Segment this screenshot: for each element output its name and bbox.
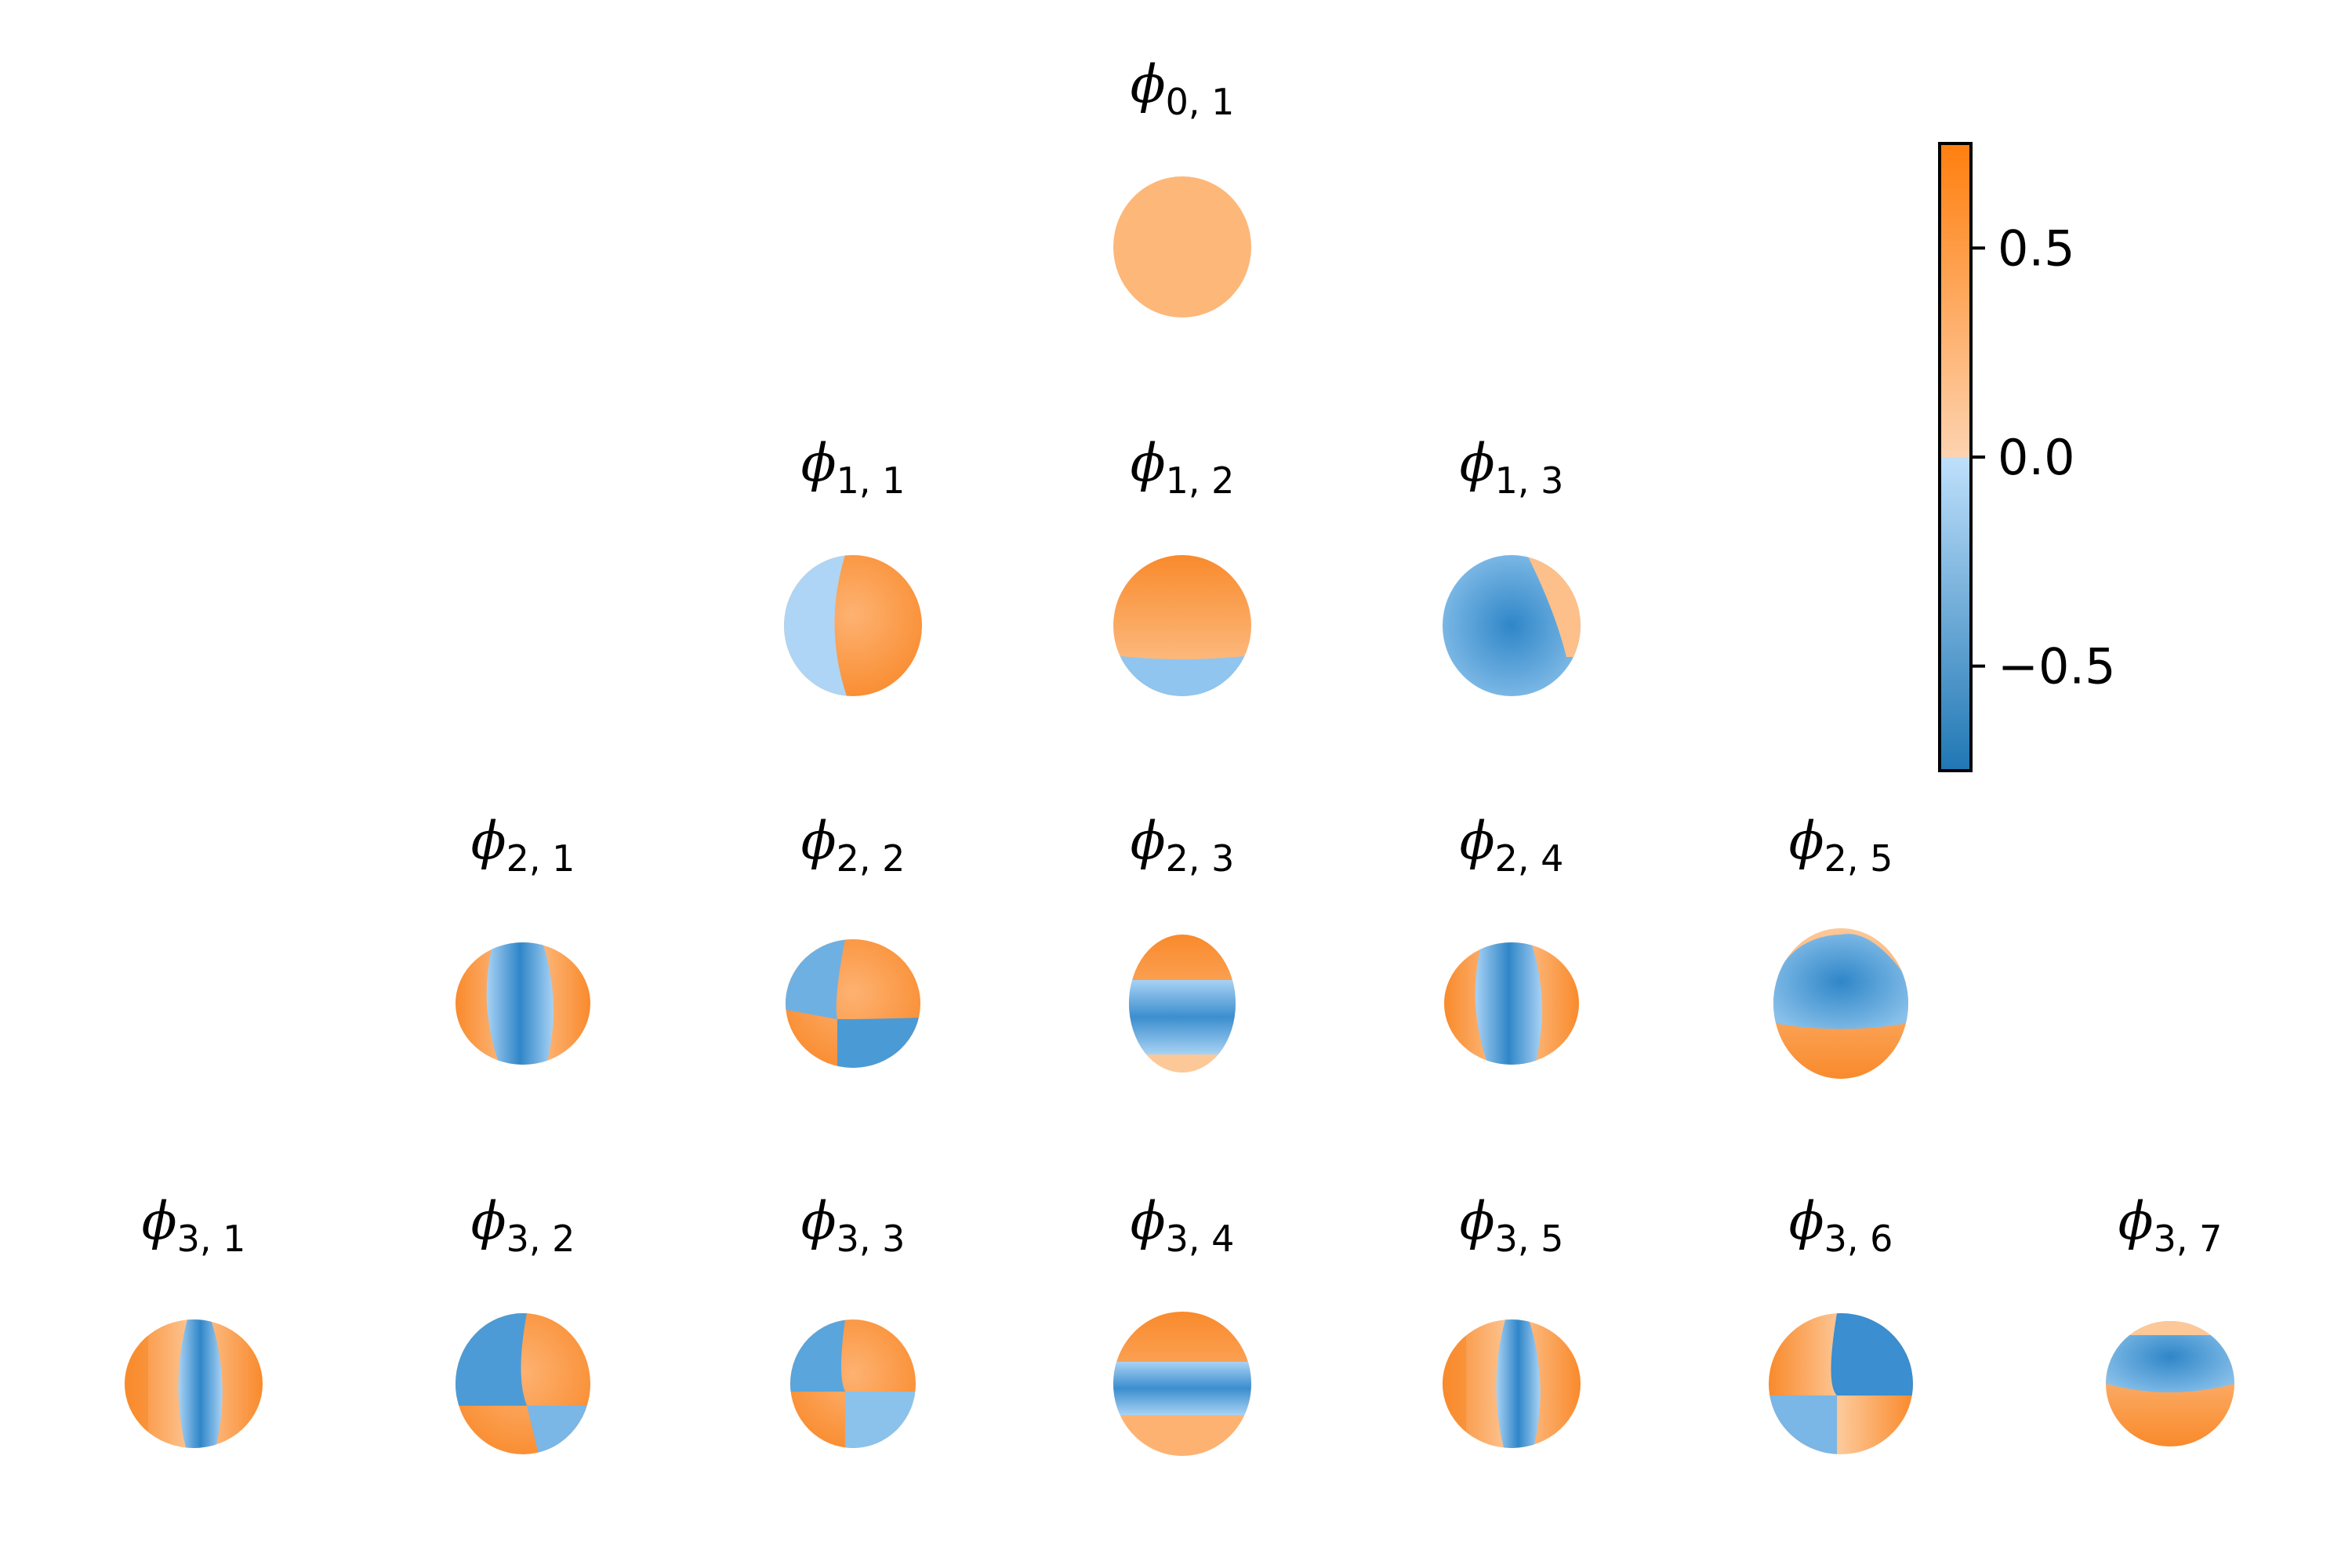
harmonic-panel: ϕ1, 1 (784, 433, 922, 696)
harmonic-panel: ϕ0, 1 (1113, 54, 1251, 318)
panel-title: ϕ2, 5 (1789, 811, 1893, 880)
colorbar-tick-label: 0.5 (1998, 220, 2075, 277)
panel-symbol: ϕ (1460, 433, 1495, 493)
harmonic-sphere (790, 1319, 916, 1448)
harmonic-sphere (1129, 935, 1236, 1073)
panel-title: ϕ3, 5 (1460, 1191, 1564, 1260)
panel-symbol: ϕ (1460, 1191, 1495, 1251)
panel-title: ϕ2, 3 (1131, 811, 1235, 880)
panel-subscript: 3, 6 (1824, 1218, 1893, 1260)
panel-subscript: 3, 7 (2154, 1218, 2223, 1260)
panel-title: ϕ3, 3 (801, 1191, 906, 1260)
panel-title: ϕ1, 3 (1460, 433, 1564, 502)
harmonic-panel: ϕ2, 1 (456, 811, 590, 1065)
panel-symbol: ϕ (1131, 1191, 1166, 1251)
panel-title: ϕ0, 1 (1131, 54, 1235, 123)
harmonic-panel: ϕ2, 2 (786, 811, 920, 1068)
panel-title: ϕ1, 2 (1131, 433, 1235, 502)
panel-title: ϕ3, 6 (1789, 1191, 1893, 1260)
panel-subscript: 2, 4 (1495, 837, 1564, 880)
panel-subscript: 0, 1 (1166, 81, 1235, 123)
harmonic-sphere (456, 942, 590, 1065)
harmonic-sphere (1113, 1312, 1251, 1456)
panel-title: ϕ3, 4 (1131, 1191, 1235, 1260)
harmonic-sphere (1773, 928, 1908, 1079)
harmonic-sphere (1769, 1313, 1913, 1454)
panel-title: ϕ3, 1 (142, 1191, 246, 1260)
panel-subscript: 3, 5 (1495, 1218, 1564, 1260)
harmonic-sphere (786, 939, 920, 1068)
panel-title: ϕ1, 1 (801, 433, 906, 502)
colorbar: 0.5 0.0 −0.5 (1938, 142, 2116, 772)
panel-symbol: ϕ (1131, 811, 1166, 871)
panel-symbol: ϕ (1131, 433, 1166, 493)
harmonic-panel: ϕ2, 5 (1773, 811, 1908, 1079)
harmonic-sphere (784, 555, 922, 696)
panel-title: ϕ2, 4 (1460, 811, 1564, 880)
panel-subscript: 1, 2 (1166, 459, 1235, 502)
panel-symbol: ϕ (1789, 811, 1824, 871)
harmonic-sphere (2106, 1321, 2234, 1446)
panel-subscript: 1, 1 (837, 459, 906, 502)
panel-title: ϕ2, 2 (801, 811, 906, 880)
colorbar-tick-label: −0.5 (1998, 638, 2116, 695)
harmonic-sphere (1443, 555, 1581, 696)
panel-symbol: ϕ (1789, 1191, 1824, 1251)
panel-symbol: ϕ (801, 811, 837, 871)
harmonic-panel: ϕ3, 2 (456, 1191, 590, 1454)
panel-symbol: ϕ (801, 433, 837, 493)
panel-title: ϕ3, 7 (2118, 1191, 2223, 1260)
panel-symbol: ϕ (1460, 811, 1495, 871)
harmonic-panel: ϕ1, 2 (1113, 433, 1251, 696)
panel-subscript: 2, 1 (506, 837, 575, 880)
harmonic-panel: ϕ1, 3 (1443, 433, 1581, 696)
harmonic-panel: ϕ3, 5 (1443, 1191, 1581, 1448)
panel-subscript: 3, 1 (177, 1218, 246, 1260)
harmonic-sphere (125, 1319, 263, 1448)
harmonic-sphere (1444, 942, 1579, 1065)
harmonic-sphere (456, 1313, 590, 1454)
panel-symbol: ϕ (2118, 1191, 2154, 1251)
panel-subscript: 2, 2 (837, 837, 906, 880)
panel-symbol: ϕ (142, 1191, 177, 1251)
harmonic-panel: ϕ3, 1 (125, 1191, 263, 1448)
panel-symbol: ϕ (471, 1191, 506, 1251)
panel-subscript: 3, 3 (837, 1218, 906, 1260)
harmonic-panel: ϕ3, 7 (2106, 1191, 2234, 1446)
panel-subscript: 2, 5 (1824, 837, 1893, 880)
panel-symbol: ϕ (801, 1191, 837, 1251)
harmonic-panels: ϕ0, 1ϕ1, 1 ϕ1, 2 ϕ1, 3ϕ2, 1 ϕ2, 2 ϕ2, 3 ϕ2, 4… (125, 54, 2234, 1456)
harmonic-sphere (1443, 1319, 1581, 1448)
colorbar-gradient (1938, 142, 1973, 772)
harmonic-panel: ϕ2, 4 (1444, 811, 1579, 1065)
panel-title: ϕ2, 1 (471, 811, 575, 880)
panel-subscript: 3, 2 (506, 1218, 575, 1260)
harmonic-sphere (1113, 176, 1251, 318)
panel-symbol: ϕ (1131, 54, 1166, 114)
colorbar-tick-label: 0.0 (1998, 429, 2075, 486)
harmonic-sphere (1113, 555, 1251, 696)
harmonic-panel: ϕ2, 3 (1129, 811, 1236, 1073)
panel-symbol: ϕ (471, 811, 506, 871)
panel-subscript: 1, 3 (1495, 459, 1564, 502)
panel-title: ϕ3, 2 (471, 1191, 575, 1260)
harmonic-panel: ϕ3, 6 (1769, 1191, 1913, 1454)
panel-subscript: 2, 3 (1166, 837, 1235, 880)
panel-subscript: 3, 4 (1166, 1218, 1235, 1260)
harmonic-panel: ϕ3, 3 (790, 1191, 916, 1448)
harmonic-panel: ϕ3, 4 (1113, 1191, 1251, 1456)
